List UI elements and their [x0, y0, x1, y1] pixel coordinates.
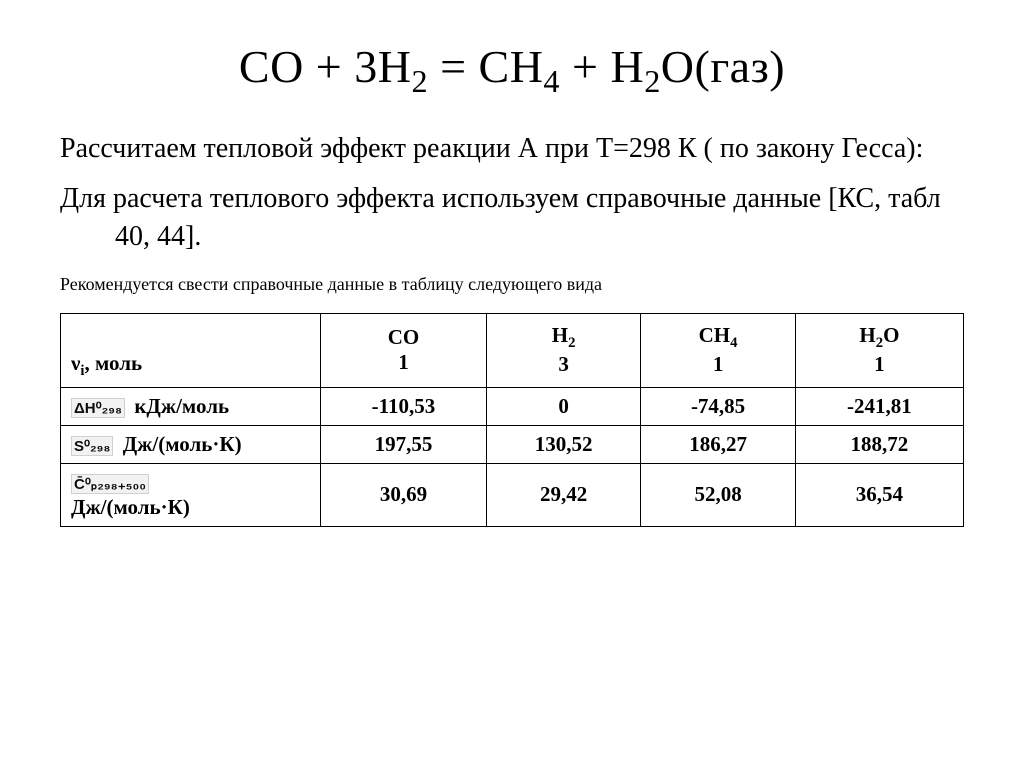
table-row-1: ΔH⁰₂₉₈ кДж/моль-110,530-74,85-241,81: [61, 387, 964, 425]
nu-val-3: 1: [874, 352, 885, 376]
thermo-data-table: νi, мольCO1H23CH41H2O1ΔH⁰₂₉₈ кДж/моль-11…: [60, 313, 964, 527]
table-row-0: νi, моль CO1H23CH41H2O1: [61, 313, 964, 387]
row-label-0: νi, моль: [71, 351, 142, 375]
paragraph-1: Рассчитаем тепловой эффект реакции А при…: [60, 130, 964, 168]
row-label-cell-1: ΔH⁰₂₉₈ кДж/моль: [61, 387, 321, 425]
paragraph-2: Для расчета теплового эффекта используем…: [60, 180, 964, 256]
table-row-2: S⁰₂₉₈ Дж/(моль·К)197,55130,52186,27188,7…: [61, 425, 964, 463]
row-label-3: Дж/(моль·К): [71, 495, 190, 519]
cell-3-3: 36,54: [795, 463, 963, 526]
slide-page: СО + 3Н2 = СН4 + Н2О(газ) Рассчитаем теп…: [0, 0, 1024, 547]
row-label-cell-3: C̄⁰ₚ₂₉₈₊₅₀₀Дж/(моль·К): [61, 463, 321, 526]
cell-1-1: 0: [486, 387, 640, 425]
cell-3-0: 30,69: [321, 463, 487, 526]
row-label-cell-0: νi, моль: [61, 313, 321, 387]
cell-2-0: 197,55: [321, 425, 487, 463]
equation-title: СО + 3Н2 = СН4 + Н2О(газ): [60, 40, 964, 100]
symbol-image-2: S⁰₂₉₈: [71, 436, 113, 456]
symbol-image-1: ΔH⁰₂₉₈: [71, 398, 125, 418]
cell-2-3: 188,72: [795, 425, 963, 463]
cell-1-3: -241,81: [795, 387, 963, 425]
cell-3-1: 29,42: [486, 463, 640, 526]
symbol-image-3: C̄⁰ₚ₂₉₈₊₅₀₀: [71, 474, 149, 494]
cell-2-1: 130,52: [486, 425, 640, 463]
table-row-3: C̄⁰ₚ₂₉₈₊₅₀₀Дж/(моль·К)30,6929,4252,0836,…: [61, 463, 964, 526]
table-note: Рекомендуется свести справочные данные в…: [60, 274, 964, 295]
cell-1-2: -74,85: [641, 387, 795, 425]
row-label-cell-2: S⁰₂₉₈ Дж/(моль·К): [61, 425, 321, 463]
cell-0-1: H23: [486, 313, 640, 387]
cell-1-0: -110,53: [321, 387, 487, 425]
cell-3-2: 52,08: [641, 463, 795, 526]
row-label-2: Дж/(моль·К): [117, 432, 241, 456]
cell-0-3: H2O1: [795, 313, 963, 387]
nu-val-2: 1: [713, 352, 724, 376]
cell-2-2: 186,27: [641, 425, 795, 463]
cell-0-2: CH41: [641, 313, 795, 387]
nu-val-0: 1: [398, 350, 409, 374]
nu-val-1: 3: [558, 352, 569, 376]
cell-0-0: CO1: [321, 313, 487, 387]
row-label-1: кДж/моль: [129, 394, 229, 418]
